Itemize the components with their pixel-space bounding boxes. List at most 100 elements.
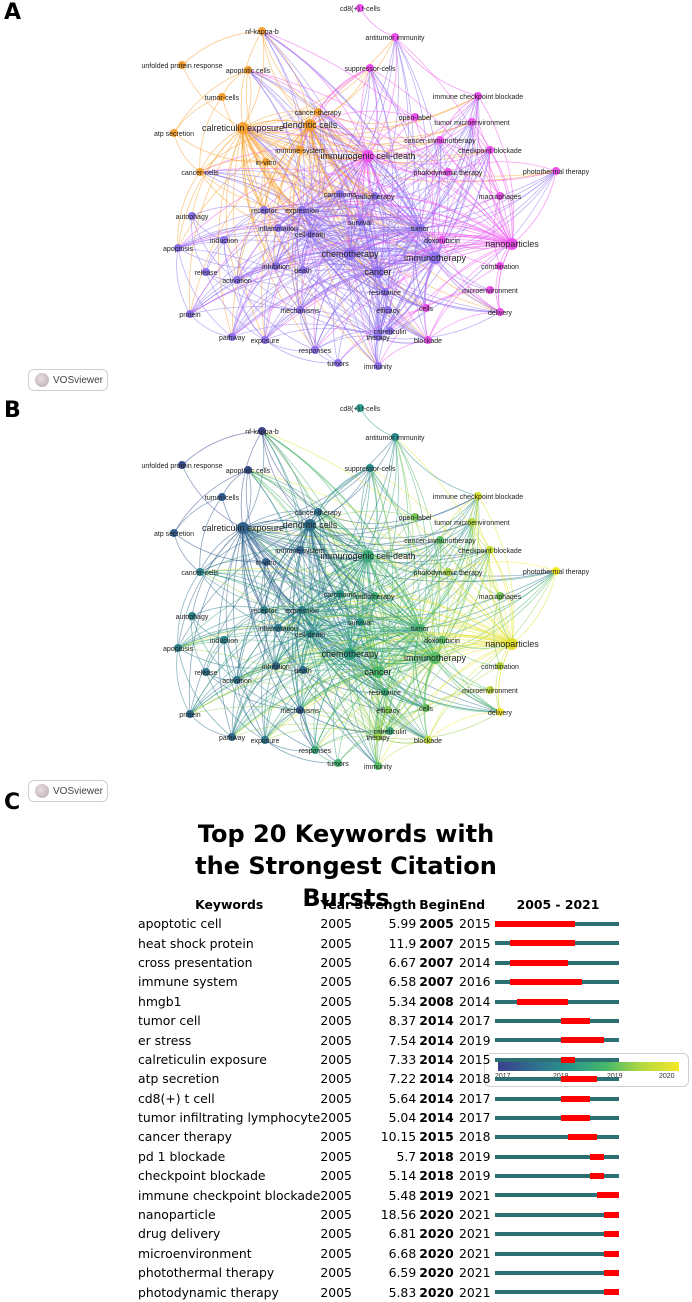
network-node bbox=[178, 461, 186, 469]
network-edge bbox=[441, 635, 513, 645]
network-edge bbox=[275, 233, 311, 267]
network-edge bbox=[377, 243, 513, 367]
network-edge bbox=[317, 111, 421, 229]
network-edge bbox=[347, 155, 369, 255]
network-edge bbox=[414, 516, 449, 573]
network-edge bbox=[263, 209, 351, 255]
network-edge bbox=[309, 524, 436, 659]
network-edge bbox=[309, 233, 427, 309]
network-edge bbox=[347, 555, 369, 655]
timeline-cell bbox=[493, 992, 623, 1011]
begin-cell: 2014 bbox=[419, 1110, 454, 1126]
network-edge bbox=[247, 469, 421, 629]
network-edge bbox=[317, 511, 416, 524]
network-edge bbox=[301, 606, 421, 629]
network-node-label: cell-death bbox=[295, 632, 325, 639]
network-edge bbox=[231, 627, 421, 738]
network-edge bbox=[419, 227, 501, 313]
network-edge bbox=[394, 436, 441, 659]
network-edge bbox=[441, 239, 501, 313]
end-cell: 2014 bbox=[459, 993, 491, 1009]
network-edge bbox=[489, 149, 514, 245]
network-edge bbox=[441, 195, 501, 241]
year-cell: 2005 bbox=[320, 1187, 352, 1203]
end-cell: 2018 bbox=[459, 1071, 491, 1087]
network-edge bbox=[261, 430, 319, 513]
network-edge bbox=[242, 519, 311, 529]
network-edge bbox=[419, 627, 491, 691]
network-edge bbox=[477, 95, 515, 245]
network-edge bbox=[189, 233, 311, 315]
network-edge bbox=[374, 595, 513, 645]
network-node bbox=[304, 119, 316, 131]
network-node-label: photothermal therapy bbox=[523, 169, 590, 176]
network-node-label: induction bbox=[210, 638, 238, 645]
network-node bbox=[296, 706, 304, 714]
network-edge bbox=[177, 225, 279, 249]
strength-cell: 5.48 bbox=[388, 1187, 417, 1203]
network-node bbox=[391, 433, 399, 441]
network-edge bbox=[191, 605, 265, 617]
network-edge bbox=[374, 571, 449, 597]
network-node-label: death bbox=[294, 268, 312, 275]
network-edge bbox=[431, 539, 443, 641]
network-edge bbox=[339, 193, 421, 229]
network-node-label: cd8(+) t-cells bbox=[340, 6, 381, 13]
network-edge bbox=[498, 643, 513, 713]
network-edge bbox=[377, 257, 436, 367]
network-edge bbox=[177, 171, 201, 249]
network-node-label: radiotherapy bbox=[356, 194, 395, 201]
network-edge bbox=[173, 69, 249, 134]
network-edge bbox=[439, 95, 479, 141]
end-cell: 2021 bbox=[459, 1226, 491, 1242]
year-cell: 2005 bbox=[320, 1168, 352, 1184]
network-edge bbox=[261, 30, 311, 126]
network-edge bbox=[223, 609, 265, 641]
network-node bbox=[244, 466, 252, 474]
network-node bbox=[496, 308, 504, 316]
timeline-base-bar bbox=[495, 1290, 619, 1295]
network-edge bbox=[301, 124, 315, 211]
end-cell: 2021 bbox=[459, 1187, 491, 1203]
network-edge bbox=[242, 127, 513, 245]
network-edge bbox=[277, 593, 341, 629]
network-edge bbox=[231, 633, 311, 738]
network-node-label: tumor-cells bbox=[205, 495, 240, 502]
network-node-label: immunotherapy bbox=[404, 253, 467, 263]
strength-cell: 6.67 bbox=[388, 954, 417, 970]
year-cell: 2005 bbox=[320, 1032, 352, 1048]
network-node-label: mechanisms bbox=[280, 708, 320, 715]
end-cell: 2021 bbox=[459, 1207, 491, 1223]
begin-cell: 2020 bbox=[419, 1265, 454, 1281]
network-node-label: photodynamic therapy bbox=[414, 570, 483, 577]
network-edge bbox=[261, 430, 311, 526]
network-node-label: immune checkpoint blockade bbox=[433, 494, 523, 501]
network-edge bbox=[419, 227, 491, 291]
network-edge bbox=[242, 467, 371, 529]
network-edge bbox=[199, 571, 303, 611]
network-edge bbox=[199, 159, 267, 173]
network-node-label: inflammation bbox=[258, 626, 298, 633]
network-edge bbox=[349, 253, 391, 332]
network-edge bbox=[369, 67, 421, 229]
network-node-label: cancer-therapy bbox=[295, 110, 342, 117]
network-node bbox=[304, 519, 316, 531]
network-edge bbox=[495, 265, 501, 313]
network-edge bbox=[419, 549, 491, 629]
keyword-cell: calreticulin exposure bbox=[138, 1051, 267, 1067]
network-edge bbox=[302, 593, 341, 671]
network-node-label: inhibition bbox=[262, 264, 290, 271]
network-edge bbox=[309, 233, 389, 311]
network-node bbox=[356, 4, 364, 12]
network-node bbox=[311, 746, 319, 754]
year-cell: 2005 bbox=[320, 954, 352, 970]
network-node-label: cancer bbox=[364, 267, 391, 277]
table-row: microenvironment 2005 6.68 2020 2021 bbox=[138, 1244, 623, 1263]
vosviewer-badge-b: VOSviewer bbox=[28, 780, 108, 802]
network-edge bbox=[231, 669, 304, 738]
network-edge bbox=[309, 593, 341, 635]
burst-bar bbox=[560, 1056, 576, 1063]
network-edge bbox=[377, 311, 501, 340]
network-edge bbox=[263, 609, 301, 711]
network-edge bbox=[369, 467, 513, 645]
